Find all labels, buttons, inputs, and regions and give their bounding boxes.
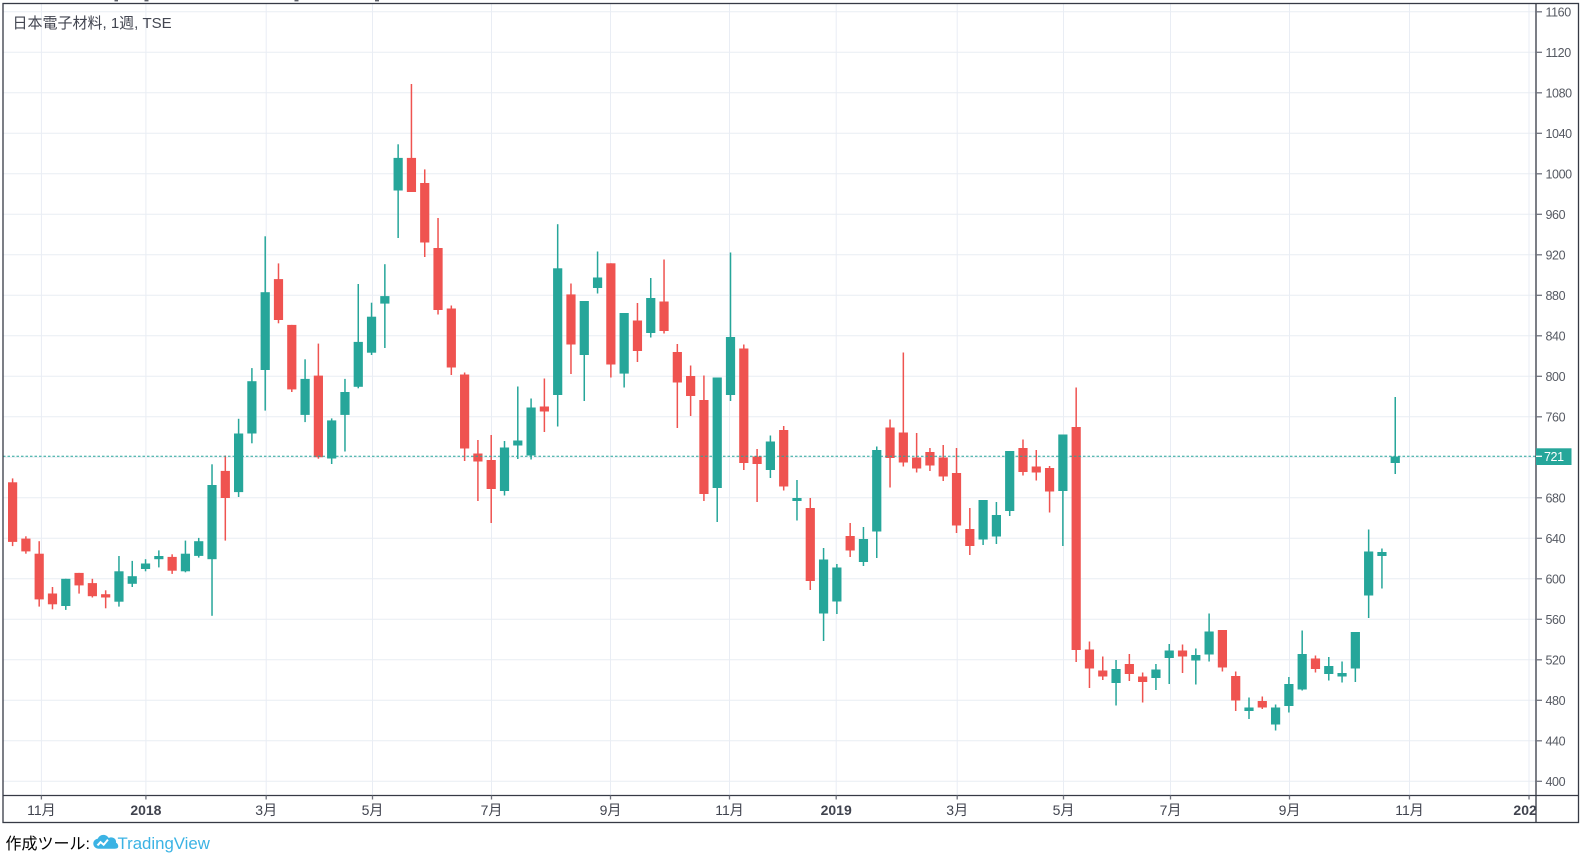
svg-text:5月: 5月: [1053, 802, 1075, 818]
svg-text:840: 840: [1546, 329, 1566, 343]
svg-text:1160: 1160: [1546, 5, 1572, 19]
svg-text:960: 960: [1546, 208, 1566, 222]
svg-text:5月: 5月: [362, 802, 384, 818]
svg-text:680: 680: [1546, 491, 1566, 505]
svg-text:9月: 9月: [1279, 802, 1301, 818]
svg-text:2019: 2019: [821, 802, 852, 818]
svg-text:7月: 7月: [481, 802, 503, 818]
svg-text:480: 480: [1546, 694, 1566, 708]
svg-text:800: 800: [1546, 370, 1566, 384]
svg-text:520: 520: [1546, 653, 1566, 667]
svg-text:560: 560: [1546, 613, 1566, 627]
svg-text:TradingView: TradingView: [118, 834, 211, 853]
svg-text:9月: 9月: [600, 802, 622, 818]
svg-text:600: 600: [1546, 572, 1566, 586]
svg-text:880: 880: [1546, 289, 1566, 303]
svg-text:2020: 2020: [1513, 802, 1544, 818]
svg-text:2018: 2018: [130, 802, 161, 818]
svg-text:1120: 1120: [1546, 46, 1572, 60]
svg-text:760: 760: [1546, 410, 1566, 424]
svg-text:3月: 3月: [946, 802, 968, 818]
svg-text:721: 721: [1544, 450, 1564, 464]
svg-text:1040: 1040: [1546, 127, 1573, 141]
svg-text:1080: 1080: [1546, 86, 1573, 100]
svg-text:11月: 11月: [715, 802, 744, 818]
svg-text:11月: 11月: [1395, 802, 1424, 818]
svg-text:400: 400: [1546, 775, 1566, 789]
svg-text:7月: 7月: [1160, 802, 1182, 818]
svg-text:920: 920: [1546, 248, 1566, 262]
svg-text:640: 640: [1546, 532, 1566, 546]
svg-text:11月: 11月: [27, 802, 56, 818]
svg-text:日本電子材料, 1週, TSE: 日本電子材料, 1週, TSE: [13, 15, 172, 32]
svg-text:3月: 3月: [255, 802, 277, 818]
svg-text:1000: 1000: [1546, 167, 1573, 181]
svg-text:作成ツール:: 作成ツール:: [6, 835, 90, 853]
svg-text:440: 440: [1546, 734, 1566, 748]
